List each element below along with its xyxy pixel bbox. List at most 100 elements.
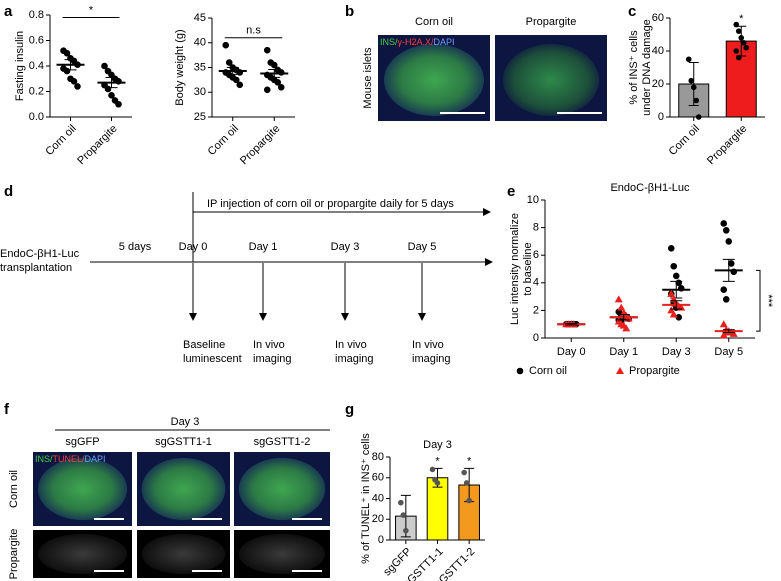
data-point [108,92,115,99]
bracket-label: n.s [246,25,261,37]
y-tick-label: 60 [652,12,664,24]
y-tick-label: 0.2 [29,85,44,97]
y-axis-label: % of TUNEL⁺ in INS⁺ cells [360,433,372,564]
stain: TUNEL/ [53,454,86,464]
data-point [274,79,282,86]
day-label: Day 5 [408,241,437,253]
significance-label: * [739,13,744,25]
islet [238,533,326,575]
data-point [722,227,730,234]
column-label: Propargite [526,16,577,28]
y-axis-label: Luc intensity normalize [509,213,521,325]
error-bar [226,67,239,75]
y-axis-label: Fasting insulin [14,31,26,101]
data-point [614,295,623,303]
data-point [70,78,78,85]
panel-title: Day 3 [171,416,200,428]
readout-label: luminescent [183,353,242,365]
islet [141,457,226,521]
bracket-label: *** [762,294,774,308]
data-point [722,296,730,303]
data-point [695,114,702,120]
y-tick-label: 60 [372,472,384,484]
x-tick-label: Day 3 [662,346,691,358]
day-label: Day 3 [331,241,360,253]
column-label: Corn oil [415,16,453,28]
x-tick-label: Day 5 [714,346,743,358]
y-tick-label: 20 [372,513,384,525]
y-tick-label: 6 [533,249,539,261]
data-point [400,512,407,518]
significance-label: * [435,455,440,467]
bracket-label: * [89,4,94,16]
data-point [463,480,470,486]
y-axis-label: Body weight (g) [174,29,186,105]
stain: DAPI [85,454,106,464]
day-label: Day 0 [179,241,208,253]
data-point [63,67,71,75]
data-point [669,310,678,318]
panel-label: d [4,183,13,200]
data-point [720,220,728,227]
islet [37,457,128,521]
error-bar [670,300,683,310]
x-tick-label: Corn oil [206,123,241,158]
y-tick-label: 0.0 [29,111,44,123]
column-label: sgGSTT1-1 [155,436,212,448]
data-point [115,100,122,108]
data-point [398,499,404,506]
y-tick-label: 40 [372,492,384,504]
row-label: Propargite [8,529,20,580]
data-point [719,320,728,328]
column-label: sgGSTT1-2 [254,436,311,448]
data-point [232,76,240,84]
x-tick-label: Day 1 [609,346,638,358]
data-point [63,49,71,57]
error-bar [670,280,683,299]
islet [141,533,226,575]
readout-label: In vivo [253,339,285,351]
islet [238,457,326,521]
data-point [74,83,81,90]
data-point [720,286,728,294]
data-point [733,21,740,28]
injection-label: IP injection of corn oil or propargite d… [207,198,454,210]
y-axis-label: to baseline [522,242,534,295]
y-axis-label: % of INS⁺ cells [628,30,640,105]
data-point [685,56,692,63]
readout-label: imaging [253,353,292,365]
error-bar [722,258,735,282]
data-point [693,97,700,104]
readout-label: imaging [335,353,374,365]
row-label: Mouse islets [362,47,374,109]
y-axis-label: under DNA damage [641,19,653,116]
data-point [236,81,244,89]
legend-label: Propargite [629,365,680,377]
panel-label: e [507,183,515,200]
chart-title: Day 3 [423,439,452,451]
data-point [667,289,676,297]
data-point [667,245,675,252]
stain: γ-H2A.X/ [398,37,435,47]
data-point [672,272,680,280]
data-point [466,497,472,504]
x-tick-label: Propargite [75,123,119,167]
data-point [403,527,409,534]
row-label: Corn oil [8,470,20,508]
y-tick-label: 0.8 [29,9,44,21]
x-tick-label: Propargite [238,123,282,167]
data-point [222,41,230,49]
y-tick-label: 20 [652,78,664,90]
panel-label: g [345,401,354,418]
y-tick-label: 30 [194,86,206,98]
data-point [434,480,441,486]
readout-label: In vivo [335,339,367,351]
y-tick-label: 0.6 [29,34,44,46]
data-point [740,39,747,46]
y-tick-label: 8 [533,222,539,234]
y-tick-label: 80 [372,451,384,463]
readout-label: In vivo [412,339,444,351]
panel-d: IP injection of corn oil or propargite d… [0,192,493,274]
error-bar [617,314,630,321]
panel-b: Mouse islets Corn oil Propargite INS/γ-H… [362,16,607,121]
